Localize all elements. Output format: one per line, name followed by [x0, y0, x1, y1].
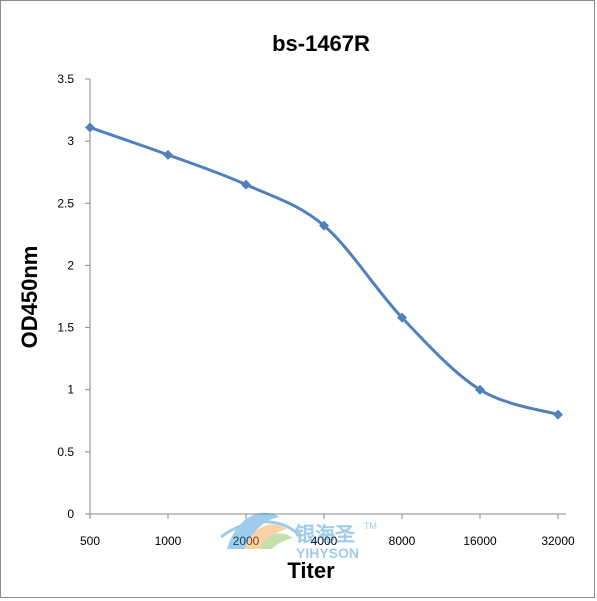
- axes: [89, 79, 566, 515]
- watermark-english: YIHYSON: [296, 545, 359, 561]
- x-tick-label: 32000: [541, 534, 575, 548]
- y-tick-label: 1: [67, 383, 74, 397]
- y-tick-label: 0.5: [57, 445, 74, 459]
- series-marker: [163, 149, 173, 160]
- y-tick-label: 3: [67, 134, 74, 148]
- y-tick-label: 2: [67, 258, 74, 272]
- series-marker: [397, 312, 407, 323]
- x-tick-label: 4000: [311, 534, 338, 548]
- series-marker: [85, 122, 95, 133]
- watermark-chinese: 银海圣: [295, 522, 356, 546]
- watermark: 银海圣 TM YIHYSON: [220, 512, 377, 561]
- x-ticks: 500 1000 2000 4000 8000 16000 32000: [80, 514, 575, 548]
- series-marker: [553, 409, 563, 420]
- chart-title: bs-1467R: [272, 31, 370, 56]
- watermark-trademark: TM: [364, 521, 377, 531]
- series-marker: [475, 384, 485, 395]
- x-tick-label: 8000: [389, 534, 416, 548]
- x-tick-label: 16000: [463, 534, 497, 548]
- y-tick-label: 3.5: [57, 72, 74, 86]
- x-tick-label: 1000: [155, 534, 182, 548]
- y-tick-label: 2.5: [57, 196, 74, 210]
- watermark-logo: [220, 512, 303, 549]
- series-line: [88, 125, 560, 417]
- series-marker: [319, 220, 329, 231]
- y-ticks: 0 0.5 1 1.5 2 2.5 3 3.5: [57, 72, 90, 521]
- x-tick-label: 500: [80, 534, 100, 548]
- series-marker: [241, 179, 251, 190]
- x-axis-label: Titer: [287, 558, 335, 583]
- x-tick-label: 2000: [233, 534, 260, 548]
- y-tick-label: 1.5: [57, 321, 74, 335]
- series-markers: [85, 122, 563, 420]
- y-axis-label: OD450nm: [17, 246, 42, 349]
- y-tick-label: 0: [67, 507, 74, 521]
